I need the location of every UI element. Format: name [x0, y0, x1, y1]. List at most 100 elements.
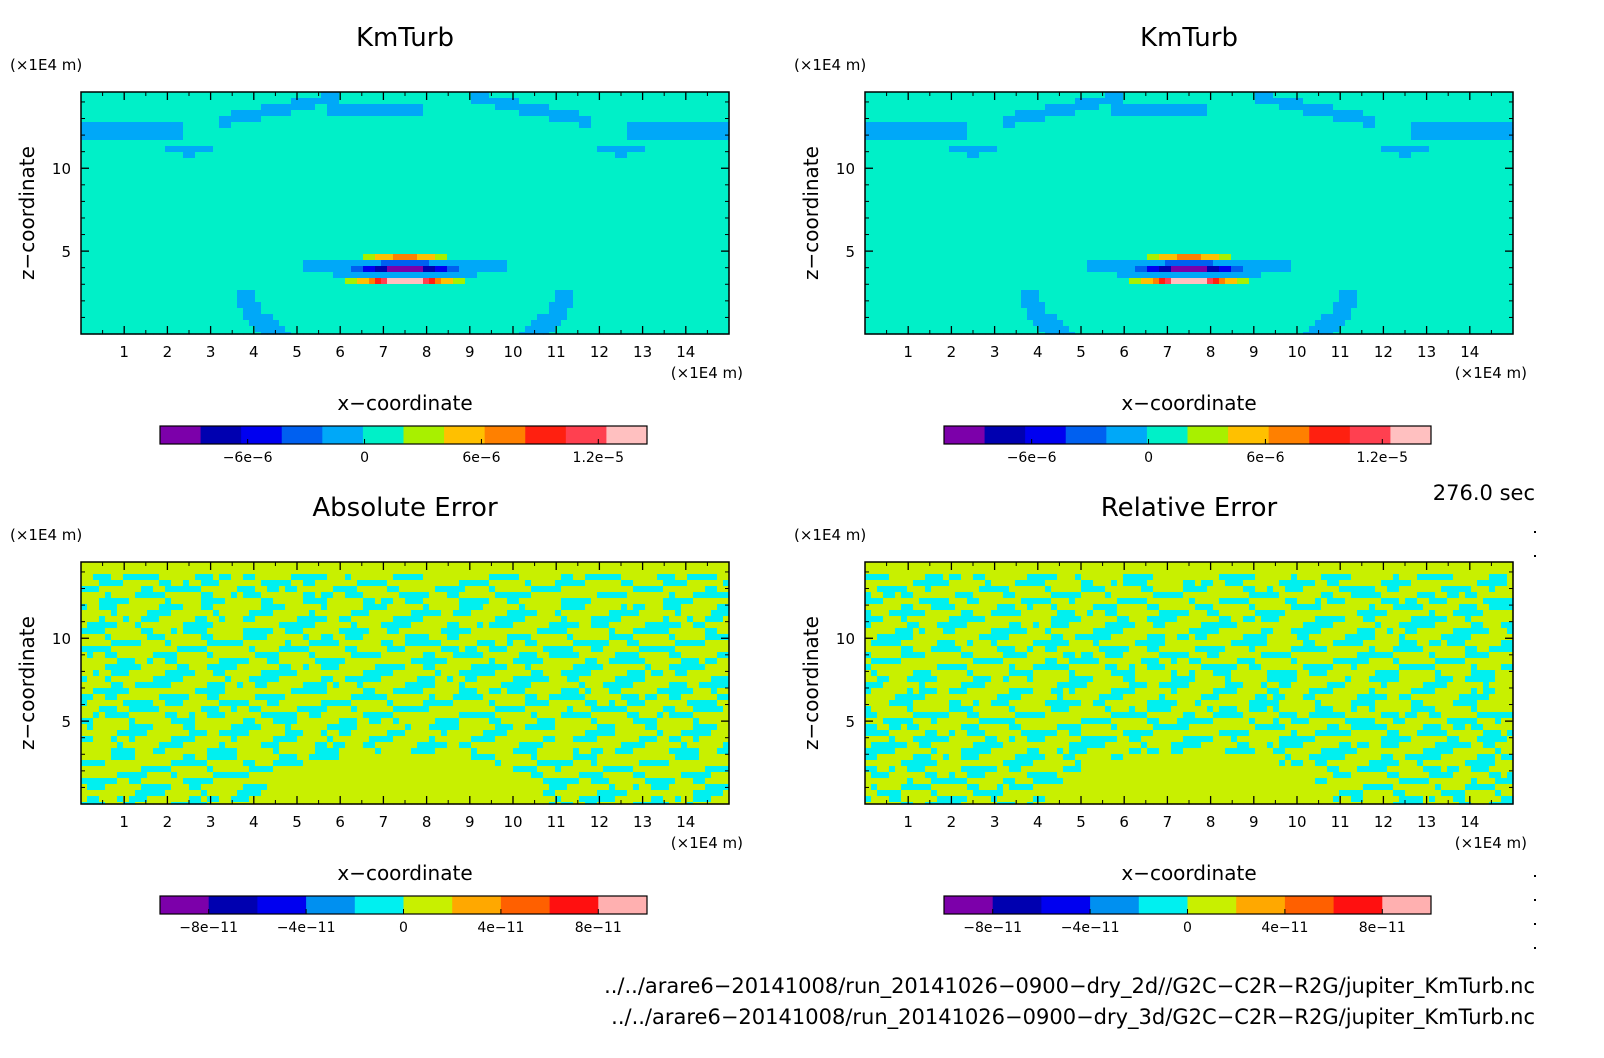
heatmap-cell: [1141, 98, 1148, 105]
heatmap-cell: [459, 176, 466, 183]
heatmap-cell: [207, 242, 214, 249]
heatmap-cell: [555, 110, 562, 117]
heatmap-cell: [339, 182, 346, 189]
heatmap-cell: [543, 224, 550, 231]
heatmap-cell: [639, 236, 646, 243]
heatmap-cell: [1285, 110, 1292, 117]
heatmap-cell: [375, 266, 382, 273]
heatmap-cell: [567, 134, 574, 141]
heatmap-cell: [675, 104, 682, 111]
heatmap-cell: [495, 308, 502, 315]
heatmap-cell: [375, 128, 382, 135]
heatmap-cell: [249, 98, 256, 105]
heatmap-cell: [603, 116, 610, 123]
heatmap-cell: [315, 98, 322, 105]
heatmap-cell: [165, 272, 172, 279]
heatmap-cell: [351, 272, 358, 279]
heatmap-cell: [513, 122, 520, 129]
heatmap-cell: [717, 122, 724, 129]
heatmap-cell: [537, 152, 544, 159]
heatmap-cell: [579, 200, 586, 207]
heatmap-cell: [357, 134, 364, 141]
heatmap-cell: [561, 188, 568, 195]
heatmap-cell: [519, 266, 526, 273]
heatmap-cell: [489, 224, 496, 231]
heatmap-cell: [483, 326, 490, 333]
heatmap-cell: [1495, 98, 1502, 105]
heatmap-cell: [1267, 98, 1274, 105]
colorbar-swatch: [485, 426, 526, 444]
heatmap-cell: [717, 254, 724, 261]
heatmap-cell: [435, 194, 442, 201]
heatmap-cell: [141, 290, 148, 297]
heatmap-cell: [219, 146, 226, 153]
heatmap-cell: [189, 200, 196, 207]
heatmap-cell: [273, 98, 280, 105]
heatmap-cell: [279, 176, 286, 183]
heatmap-cell: [669, 296, 676, 303]
heatmap-cell: [183, 266, 190, 273]
heatmap-cell: [141, 284, 148, 291]
heatmap-cell: [681, 170, 688, 177]
heatmap-cell: [351, 224, 358, 231]
heatmap-cell: [177, 230, 184, 237]
heatmap-cell: [315, 260, 322, 267]
heatmap-cell: [525, 134, 532, 141]
heatmap-cell: [87, 284, 94, 291]
heatmap-cell: [105, 164, 112, 171]
heatmap-cell: [573, 116, 580, 123]
heatmap-cell: [669, 182, 676, 189]
heatmap-cell: [717, 182, 724, 189]
heatmap-cell: [543, 140, 550, 147]
heatmap-cell: [219, 272, 226, 279]
heatmap-cell: [447, 212, 454, 219]
heatmap-cell: [441, 284, 448, 291]
heatmap-cell: [381, 110, 388, 117]
heatmap-cell: [549, 224, 556, 231]
heatmap-cell: [219, 188, 226, 195]
heatmap-cell: [405, 176, 412, 183]
heatmap-cell: [579, 218, 586, 225]
heatmap-cell: [429, 122, 436, 129]
heatmap-cell: [363, 254, 370, 261]
heatmap-cell: [165, 110, 172, 117]
heatmap-cell: [687, 194, 694, 201]
heatmap-cell: [651, 302, 658, 309]
heatmap-cell: [345, 98, 352, 105]
heatmap-cell: [525, 212, 532, 219]
heatmap-cell: [657, 254, 664, 261]
heatmap-cell: [123, 320, 130, 327]
heatmap-cell: [351, 128, 358, 135]
heatmap-cell: [219, 266, 226, 273]
heatmap-cell: [327, 194, 334, 201]
heatmap-cell: [117, 164, 124, 171]
heatmap-cell: [501, 236, 508, 243]
heatmap-cell: [555, 104, 562, 111]
heatmap-cell: [249, 296, 256, 303]
heatmap-cell: [351, 218, 358, 225]
heatmap-cell: [123, 170, 130, 177]
heatmap-cell: [123, 218, 130, 225]
chart-title: KmTurb: [1140, 23, 1238, 53]
heatmap-cell: [417, 218, 424, 225]
heatmap-cell: [645, 104, 652, 111]
heatmap-cell: [147, 254, 154, 261]
heatmap-cell: [375, 152, 382, 159]
heatmap-cell: [949, 92, 956, 99]
heatmap-cell: [165, 200, 172, 207]
colorbar-tick-label: 1.2e−5: [573, 450, 625, 466]
heatmap-cell: [717, 128, 724, 135]
heatmap-cell: [525, 200, 532, 207]
heatmap-cell: [297, 122, 304, 129]
heatmap-cell: [711, 176, 718, 183]
heatmap-cell: [943, 104, 950, 111]
heatmap-cell: [501, 206, 508, 213]
heatmap-cell: [297, 260, 304, 267]
heatmap-cell: [693, 236, 700, 243]
heatmap-cell: [363, 176, 370, 183]
heatmap-cell: [273, 248, 280, 255]
heatmap-cell: [621, 302, 628, 309]
heatmap-cell: [105, 122, 112, 129]
heatmap-cell: [669, 266, 676, 273]
heatmap-cell: [81, 260, 88, 267]
